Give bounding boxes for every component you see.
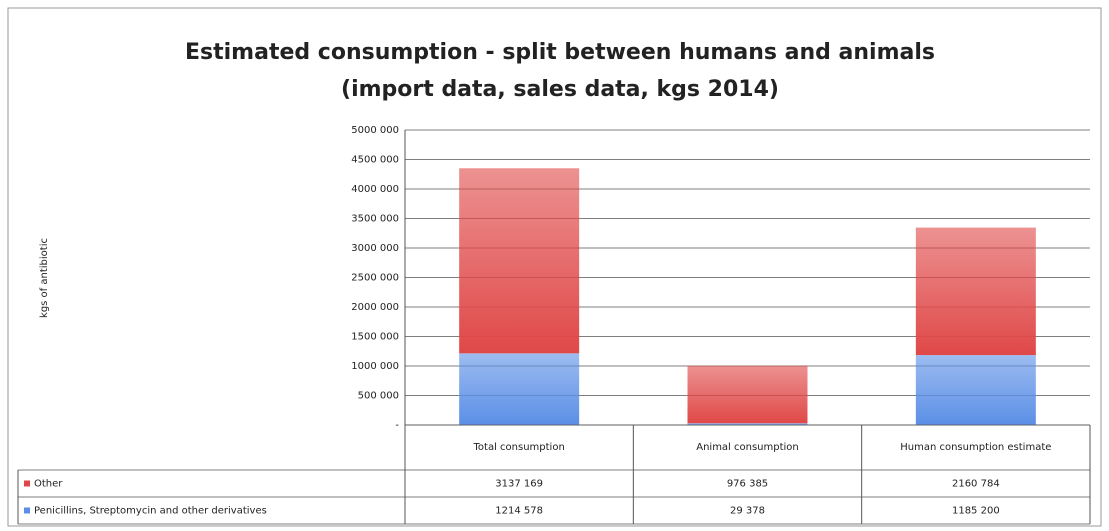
bar-segment [687, 423, 808, 425]
y-tick-label: 4500 000 [351, 155, 399, 166]
data-label: 3137 169 [495, 479, 543, 490]
chart-title: Estimated consumption - split between hu… [185, 40, 935, 65]
y-tick-label: 2000 000 [351, 302, 399, 313]
bar-segment [459, 168, 580, 354]
chart-subtitle: (import data, sales data, kgs 2014) [341, 77, 779, 102]
bar-segment [687, 365, 808, 424]
y-tick-label: 4000 000 [351, 184, 399, 195]
data-label: 29 378 [730, 506, 765, 517]
legend-swatch [24, 480, 30, 487]
y-tick-label: 1000 000 [351, 361, 399, 372]
data-label: 1185 200 [952, 506, 1000, 517]
y-tick-label: 3000 000 [351, 243, 399, 254]
y-tick-label: 3500 000 [351, 214, 399, 225]
legend-swatch [24, 507, 30, 514]
bar-segment [915, 355, 1036, 425]
y-tick-label: - [395, 420, 399, 431]
data-label: 1214 578 [495, 506, 543, 517]
data-label: 976 385 [727, 479, 768, 490]
x-tick-label: Total consumption [473, 442, 565, 453]
y-tick-label: 1500 000 [351, 332, 399, 343]
bar-segment [459, 353, 580, 425]
legend-label: Other [34, 479, 63, 490]
y-axis-label: kgs of antibiotic [39, 238, 50, 318]
y-tick-label: 5000 000 [351, 125, 399, 136]
y-tick-label: 500 000 [358, 391, 399, 402]
y-tick-label: 2500 000 [351, 273, 399, 284]
bar-segment [915, 227, 1036, 356]
x-tick-label: Human consumption estimate [900, 442, 1051, 453]
x-tick-label: Animal consumption [696, 442, 799, 453]
data-label: 2160 784 [952, 479, 1000, 490]
legend-label: Penicillins, Streptomycin and other deri… [34, 506, 267, 517]
